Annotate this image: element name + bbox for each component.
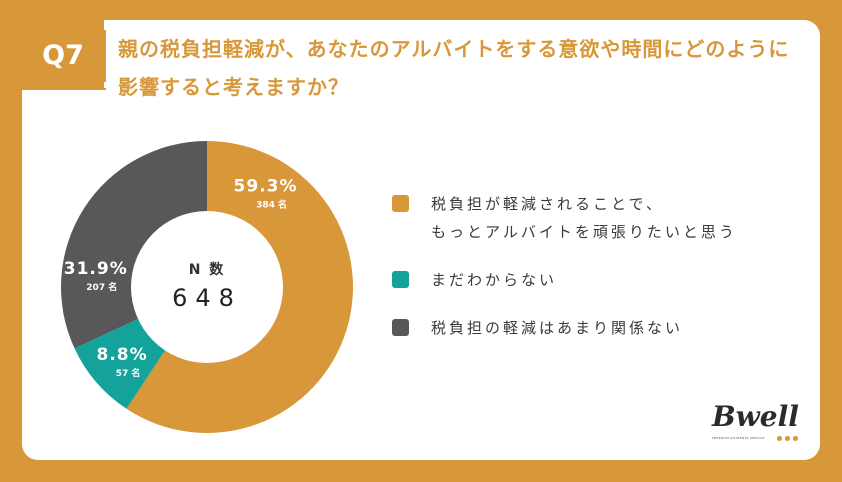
legend-item-not-related: 税負担の軽減はあまり関係ない xyxy=(392,314,812,342)
donut-chart: N 数 648 59.3% 384 名 8.8% 57 名 31.9% 207 名 xyxy=(60,141,353,433)
legend-label: 税負担の軽減はあまり関係ない xyxy=(431,319,684,337)
center-label: N 数 xyxy=(189,261,226,278)
center-value: 648 xyxy=(172,284,242,312)
logo-subtitle: FREEDOM STUDENTS SERVICE xyxy=(712,436,765,440)
slice-percent-label: 59.3% xyxy=(234,177,298,197)
donut-hole xyxy=(131,211,283,363)
legend-item-not-sure: まだわからない xyxy=(392,266,812,294)
slice-count-label: 207 名 xyxy=(86,281,117,293)
legend-item-want-work-more: 税負担が軽減されることで、 もっとアルバイトを頑張りたいと思う xyxy=(392,190,812,246)
question-number-badge: Q7 xyxy=(22,20,104,90)
chart-legend: 税負担が軽減されることで、 もっとアルバイトを頑張りたいと思う まだわからない … xyxy=(392,190,812,362)
slice-percent-label: 8.8% xyxy=(96,345,147,365)
legend-label: 税負担が軽減されることで、 もっとアルバイトを頑張りたいと思う xyxy=(431,195,737,241)
question-title: 親の税負担軽減が、あなたのアルバイトをする意欲や時間にどのように影響すると考えま… xyxy=(118,37,790,99)
legend-swatch xyxy=(392,195,409,212)
badge-divider-vertical xyxy=(104,30,106,82)
bwell-logo: Bwell xyxy=(712,400,799,433)
legend-label: まだわからない xyxy=(431,271,558,289)
slice-percent-label: 31.9% xyxy=(64,259,128,279)
legend-swatch xyxy=(392,319,409,336)
logo-dots xyxy=(777,436,798,441)
slice-count-label: 57 名 xyxy=(116,367,141,379)
slice-count-label: 384 名 xyxy=(256,199,287,211)
badge-divider-horizontal xyxy=(22,88,106,90)
legend-swatch xyxy=(392,271,409,288)
